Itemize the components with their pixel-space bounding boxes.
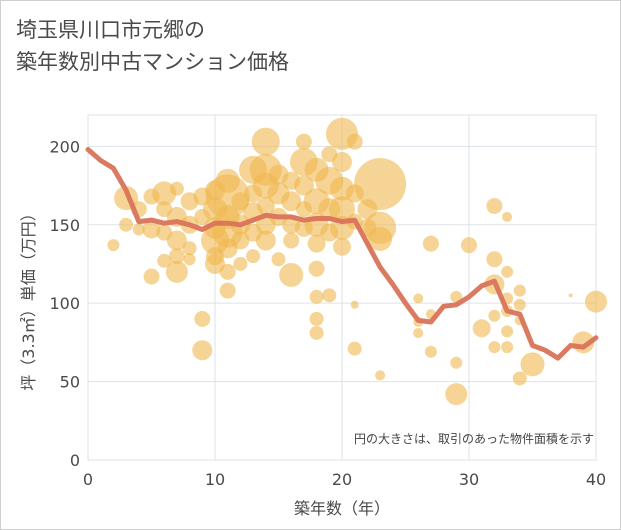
chart-title-line-1: 埼玉県川口市元郷の <box>16 18 205 42</box>
data-bubble <box>309 311 324 326</box>
data-bubble <box>168 248 185 265</box>
data-bubble <box>107 239 120 252</box>
data-bubble <box>309 289 324 304</box>
bubble-layer <box>107 117 607 406</box>
data-bubble <box>354 158 407 210</box>
data-bubble <box>501 265 514 278</box>
data-bubble <box>219 263 236 280</box>
data-bubble <box>513 284 526 297</box>
data-bubble <box>182 241 197 256</box>
data-bubble <box>322 288 337 303</box>
data-bubble <box>271 252 286 267</box>
data-bubble <box>308 260 325 277</box>
data-bubble <box>183 253 196 266</box>
data-bubble <box>368 226 393 251</box>
data-bubble <box>157 253 172 268</box>
y-tick-label: 150 <box>49 216 80 235</box>
data-bubble <box>279 262 304 287</box>
y-tick-label: 100 <box>49 294 80 313</box>
data-bubble <box>295 133 312 150</box>
data-bubble <box>165 260 188 283</box>
data-bubble <box>513 298 526 311</box>
data-bubble <box>486 251 503 268</box>
grid-lines <box>87 114 597 461</box>
data-bubble <box>192 340 213 361</box>
data-bubble <box>422 235 439 252</box>
trend-line-layer <box>85 147 599 361</box>
data-bubble <box>350 300 359 309</box>
data-bubble <box>219 282 236 299</box>
data-bubble <box>143 268 160 285</box>
data-bubble <box>520 352 545 377</box>
data-bubble <box>424 345 437 358</box>
data-bubble <box>132 223 145 236</box>
chart-title: 埼玉県川口市元郷の 築年数別中古マンション価格 <box>16 14 289 78</box>
data-bubble <box>445 383 468 406</box>
x-tick-label: 30 <box>459 470 479 489</box>
data-bubble <box>246 249 261 264</box>
data-bubble <box>568 293 573 298</box>
data-bubble <box>413 327 424 338</box>
data-bubble <box>461 237 477 254</box>
average-price-line <box>85 147 599 361</box>
data-bubble <box>347 341 362 356</box>
x-tick-label: 10 <box>205 470 225 489</box>
y-tick-label: 50 <box>60 373 80 392</box>
data-bubble <box>501 325 514 338</box>
y-tick-label: 0 <box>70 451 80 470</box>
data-bubble <box>512 371 527 386</box>
data-bubble <box>332 152 352 173</box>
y-tick-label: 200 <box>49 137 80 156</box>
data-bubble <box>169 181 184 196</box>
data-bubble <box>255 230 276 251</box>
data-bubble <box>472 319 491 338</box>
data-bubble <box>488 309 501 322</box>
data-bubble <box>119 217 134 232</box>
data-bubble <box>251 127 280 156</box>
data-bubble <box>585 290 607 313</box>
data-bubble <box>281 191 302 212</box>
data-bubble <box>450 290 463 303</box>
data-bubble <box>413 293 424 304</box>
data-bubble <box>309 325 324 340</box>
data-bubble <box>329 196 355 223</box>
chart-title-line-2: 築年数別中古マンション価格 <box>16 50 289 74</box>
data-bubble <box>142 220 161 239</box>
data-bubble <box>488 341 501 354</box>
x-tick-label: 40 <box>586 470 606 489</box>
data-bubble <box>346 133 363 150</box>
data-bubble <box>283 232 300 249</box>
data-bubble <box>194 310 211 327</box>
data-bubble <box>502 211 513 222</box>
data-bubble <box>375 370 386 381</box>
data-bubble <box>293 175 314 196</box>
data-bubble <box>501 341 514 354</box>
data-bubble <box>205 253 225 274</box>
data-bubble <box>256 196 275 215</box>
x-axis-label: 築年数（年） <box>294 499 390 518</box>
bubble-size-note: 円の大きさは、取引のあった物件面積を示す <box>354 431 594 446</box>
data-bubble <box>233 256 248 271</box>
data-bubble <box>333 237 351 256</box>
y-axis-label: 坪（3.3㎡）単価（万円） <box>19 205 38 390</box>
data-bubble <box>486 197 503 214</box>
data-bubble <box>166 230 187 251</box>
tick-labels: 0 50 100 150 200 0 10 20 30 40 <box>49 137 606 489</box>
x-tick-label: 0 <box>83 470 93 489</box>
data-bubble <box>307 234 326 253</box>
x-tick-label: 20 <box>332 470 352 489</box>
data-bubble <box>450 356 463 369</box>
